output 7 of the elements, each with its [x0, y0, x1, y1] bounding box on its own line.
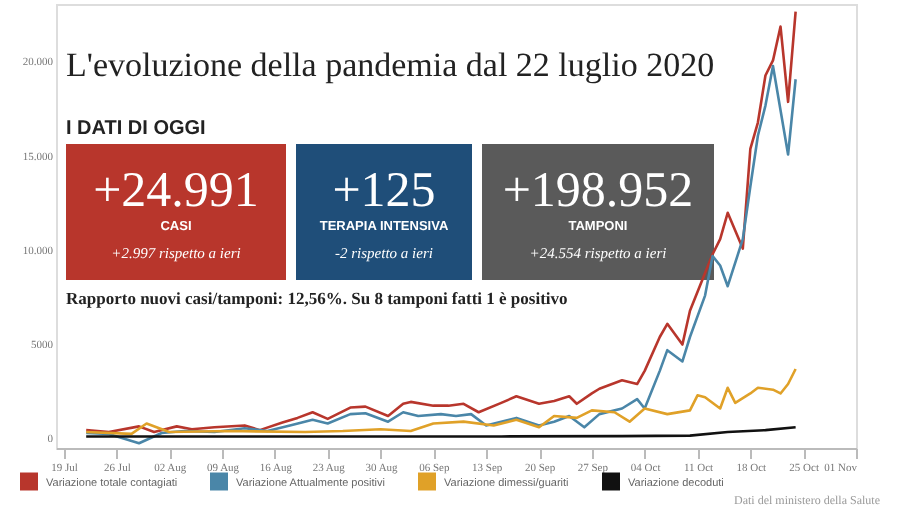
annotation: I DATI DI OGGI [66, 118, 207, 140]
annotation: Rapporto nuovi casi/tamponi: 12,56%. Su 8 tamponi fatti 1 è positivo [66, 288, 568, 308]
annotation: +198.952 [502, 164, 694, 218]
annotation: +24.991 [93, 164, 259, 218]
text: L'evoluzione della pandemia dal 22 luglio 2020 [66, 46, 715, 84]
line-series [84, 367, 797, 436]
annotation: +125 [332, 164, 436, 218]
